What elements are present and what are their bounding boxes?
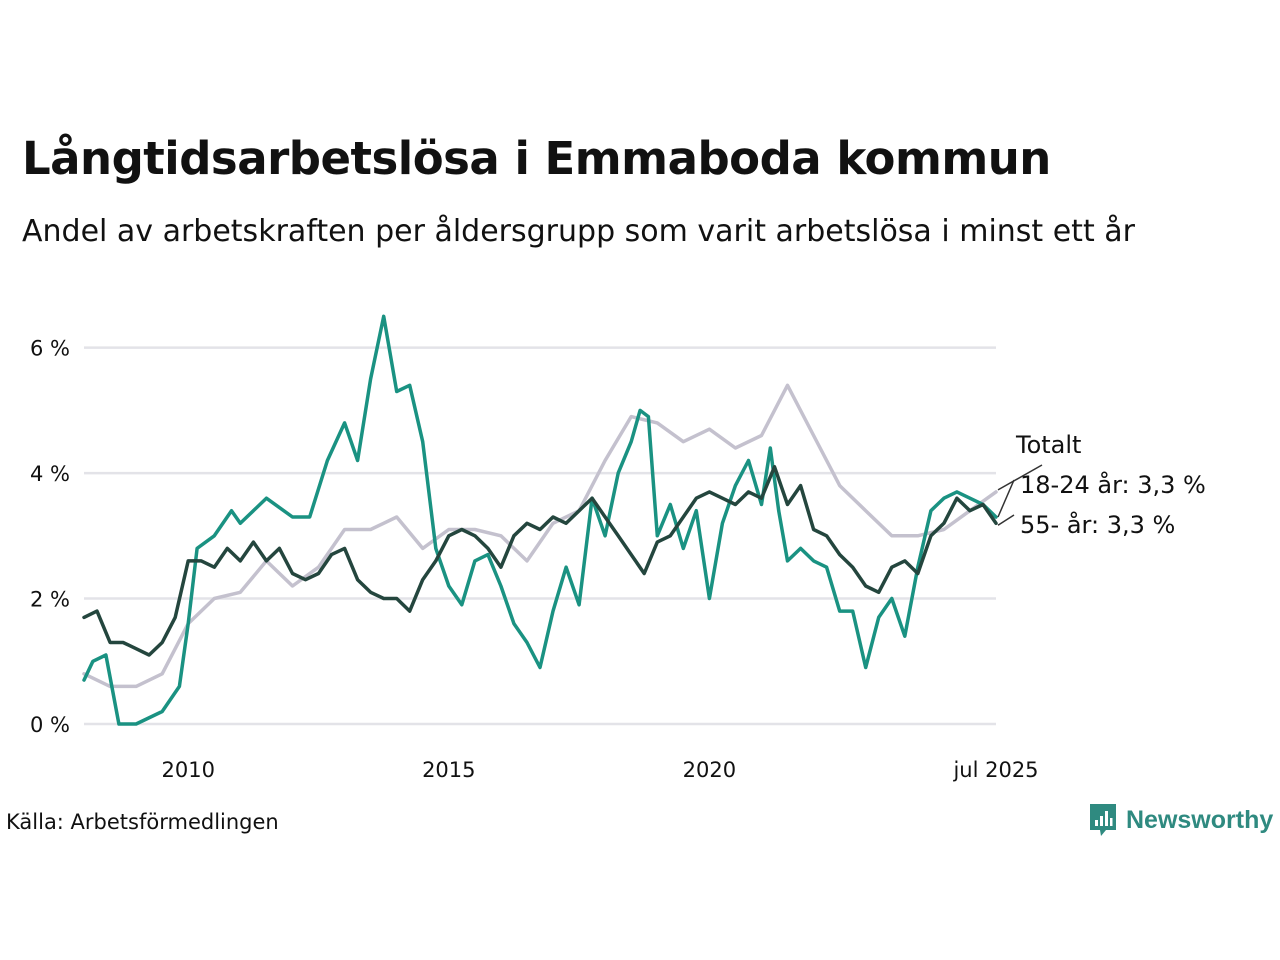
y-tick-label: 0 % (30, 713, 70, 737)
y-tick-label: 2 % (30, 588, 70, 612)
x-tick-label: 2010 (162, 758, 215, 782)
y-axis-labels: 0 % 2 % 4 % 6 % (30, 337, 70, 737)
newsworthy-logo: Newsworthy (1088, 802, 1273, 838)
label-connector (997, 464, 1043, 491)
logo-text: Newsworthy (1126, 805, 1274, 834)
series-layer (82, 314, 998, 726)
label-connector (997, 514, 1015, 526)
series-end-label: 18-24 år: 3,3 % (1020, 470, 1206, 499)
source-note: Källa: Arbetsförmedlingen (6, 810, 279, 834)
series-end-label: Totalt (1015, 431, 1081, 459)
end-labels: Totalt 18-24 år: 3,3 % 55- år: 3,3 % (997, 431, 1206, 539)
chart-title: Långtidsarbetslösa i Emmaboda kommun (22, 132, 1051, 185)
grid-layer (84, 346, 996, 726)
bar-chart-logo-icon (1090, 804, 1116, 836)
x-axis-labels: 2010 2015 2020 jul 2025 (162, 758, 1039, 782)
series-line-age-18-24 (82, 314, 998, 726)
series-end-label: 55- år: 3,3 % (1020, 510, 1175, 539)
label-connector (997, 479, 1015, 518)
x-tick-label: 2020 (683, 758, 736, 782)
series-line-totalt (82, 383, 998, 689)
x-tick-label: 2015 (422, 758, 475, 782)
series-line-age-55 (82, 465, 998, 657)
x-tick-label: jul 2025 (952, 758, 1038, 782)
y-tick-label: 4 % (30, 462, 70, 486)
y-tick-label: 6 % (30, 337, 70, 361)
chart-subtitle: Andel av arbetskraften per åldersgrupp s… (22, 214, 1135, 249)
